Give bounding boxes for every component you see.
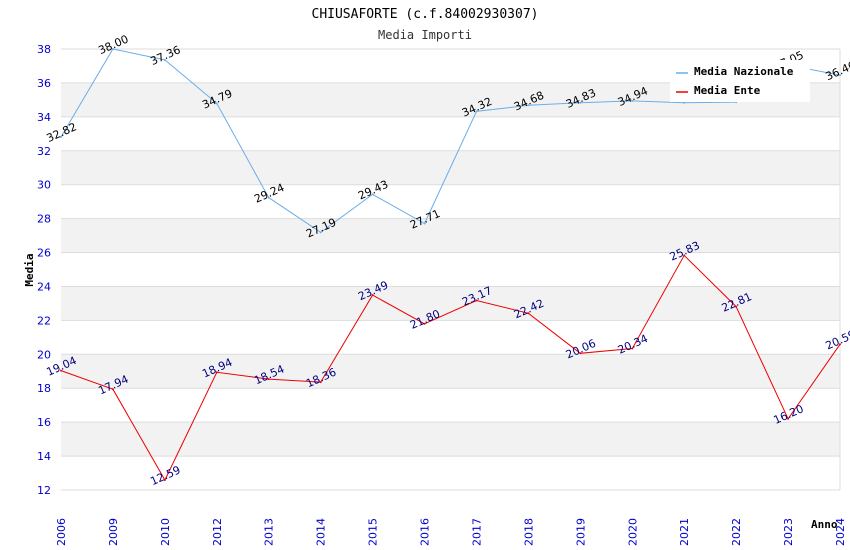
legend-label-nazionale: Media Nazionale — [694, 65, 794, 78]
y-axis-label: Media — [23, 253, 36, 286]
data-point — [423, 222, 426, 225]
x-tick-label: 2009 — [107, 518, 120, 546]
data-point — [631, 347, 634, 350]
x-tick-label: 2016 — [419, 518, 432, 546]
data-point — [319, 231, 322, 234]
data-point — [371, 193, 374, 196]
data-label: 36.46 — [824, 59, 850, 84]
x-tick-label: 2006 — [55, 518, 68, 546]
y-tick-label: 14 — [37, 450, 51, 463]
data-point — [475, 299, 478, 302]
x-axis-label: Anno — [811, 518, 838, 531]
data-point — [527, 104, 530, 107]
series-line-ente — [60, 254, 841, 482]
grid-bands — [61, 82, 840, 457]
x-tick-label: 2024 — [834, 518, 847, 546]
data-point — [579, 101, 582, 104]
x-tick-label: 2022 — [730, 518, 743, 546]
grid-band — [61, 218, 840, 253]
x-tick-label: 2010 — [159, 518, 172, 546]
y-tick-label: 32 — [37, 145, 51, 158]
data-point — [839, 74, 841, 77]
x-tick-label: 2020 — [626, 518, 639, 546]
legend-label-ente: Media Ente — [694, 84, 761, 97]
y-tick-label: 18 — [37, 382, 51, 395]
x-tick-label: 2017 — [470, 518, 483, 546]
data-point — [111, 48, 114, 50]
data-point — [163, 58, 166, 61]
data-point — [683, 101, 686, 104]
data-label: 38.00 — [96, 32, 130, 57]
data-point — [475, 110, 478, 113]
data-point — [371, 294, 374, 297]
data-label: 32.82 — [45, 120, 79, 145]
y-tick-label: 36 — [37, 77, 51, 90]
data-point — [735, 305, 738, 308]
y-axis-ticks: 12 14 16 18 20 22 24 26 28 30 32 34 36 38 — [37, 43, 51, 497]
data-point — [319, 381, 322, 384]
grid-band — [61, 354, 840, 389]
y-tick-label: 30 — [37, 179, 51, 192]
data-point — [267, 378, 270, 381]
data-point — [839, 343, 841, 346]
x-tick-label: 2023 — [782, 518, 795, 546]
series-line-nazionale — [60, 48, 841, 234]
x-axis-ticks: 2006 2009 2010 2012 2013 2014 2015 2016 2017 2018… — [55, 518, 847, 546]
data-point — [787, 417, 790, 420]
x-tick-label: 2015 — [367, 518, 380, 546]
y-tick-label: 16 — [37, 416, 51, 429]
data-point — [60, 135, 62, 138]
y-tick-label: 20 — [37, 348, 51, 361]
data-point — [423, 322, 426, 325]
data-point — [579, 352, 582, 355]
series-layer — [60, 48, 841, 482]
data-point — [163, 478, 166, 481]
x-tick-label: 2014 — [315, 518, 328, 546]
data-point — [267, 196, 270, 199]
y-tick-label: 22 — [37, 314, 51, 327]
y-tick-label: 24 — [37, 280, 51, 293]
data-label: 20.34 — [616, 332, 650, 357]
data-point — [631, 99, 634, 102]
data-point — [527, 312, 530, 315]
data-point — [215, 371, 218, 374]
y-tick-label: 34 — [37, 111, 51, 124]
chart-title: CHIUSAFORTE (c.f.84002930307) — [312, 7, 539, 22]
x-tick-label: 2019 — [574, 518, 587, 546]
y-tick-label: 12 — [37, 484, 51, 497]
data-point — [215, 102, 218, 105]
data-point — [111, 388, 114, 391]
data-label: 12.59 — [148, 463, 182, 488]
grid-band — [61, 422, 840, 457]
data-label: 37.36 — [148, 43, 182, 68]
y-tick-label: 28 — [37, 213, 51, 226]
x-tick-label: 2018 — [522, 518, 535, 546]
x-tick-label: 2021 — [678, 518, 691, 546]
legend: Media Nazionale Media Ente — [670, 60, 810, 102]
y-tick-label: 38 — [37, 43, 51, 56]
data-point — [60, 369, 62, 372]
x-tick-label: 2012 — [211, 518, 224, 546]
chart-subtitle: Media Importi — [378, 28, 472, 42]
data-point — [683, 254, 686, 257]
grid-band — [61, 286, 840, 321]
legend-box — [670, 60, 810, 102]
data-label: 20.59 — [824, 328, 850, 353]
x-tick-label: 2013 — [263, 518, 276, 546]
y-tick-label: 26 — [37, 247, 51, 260]
